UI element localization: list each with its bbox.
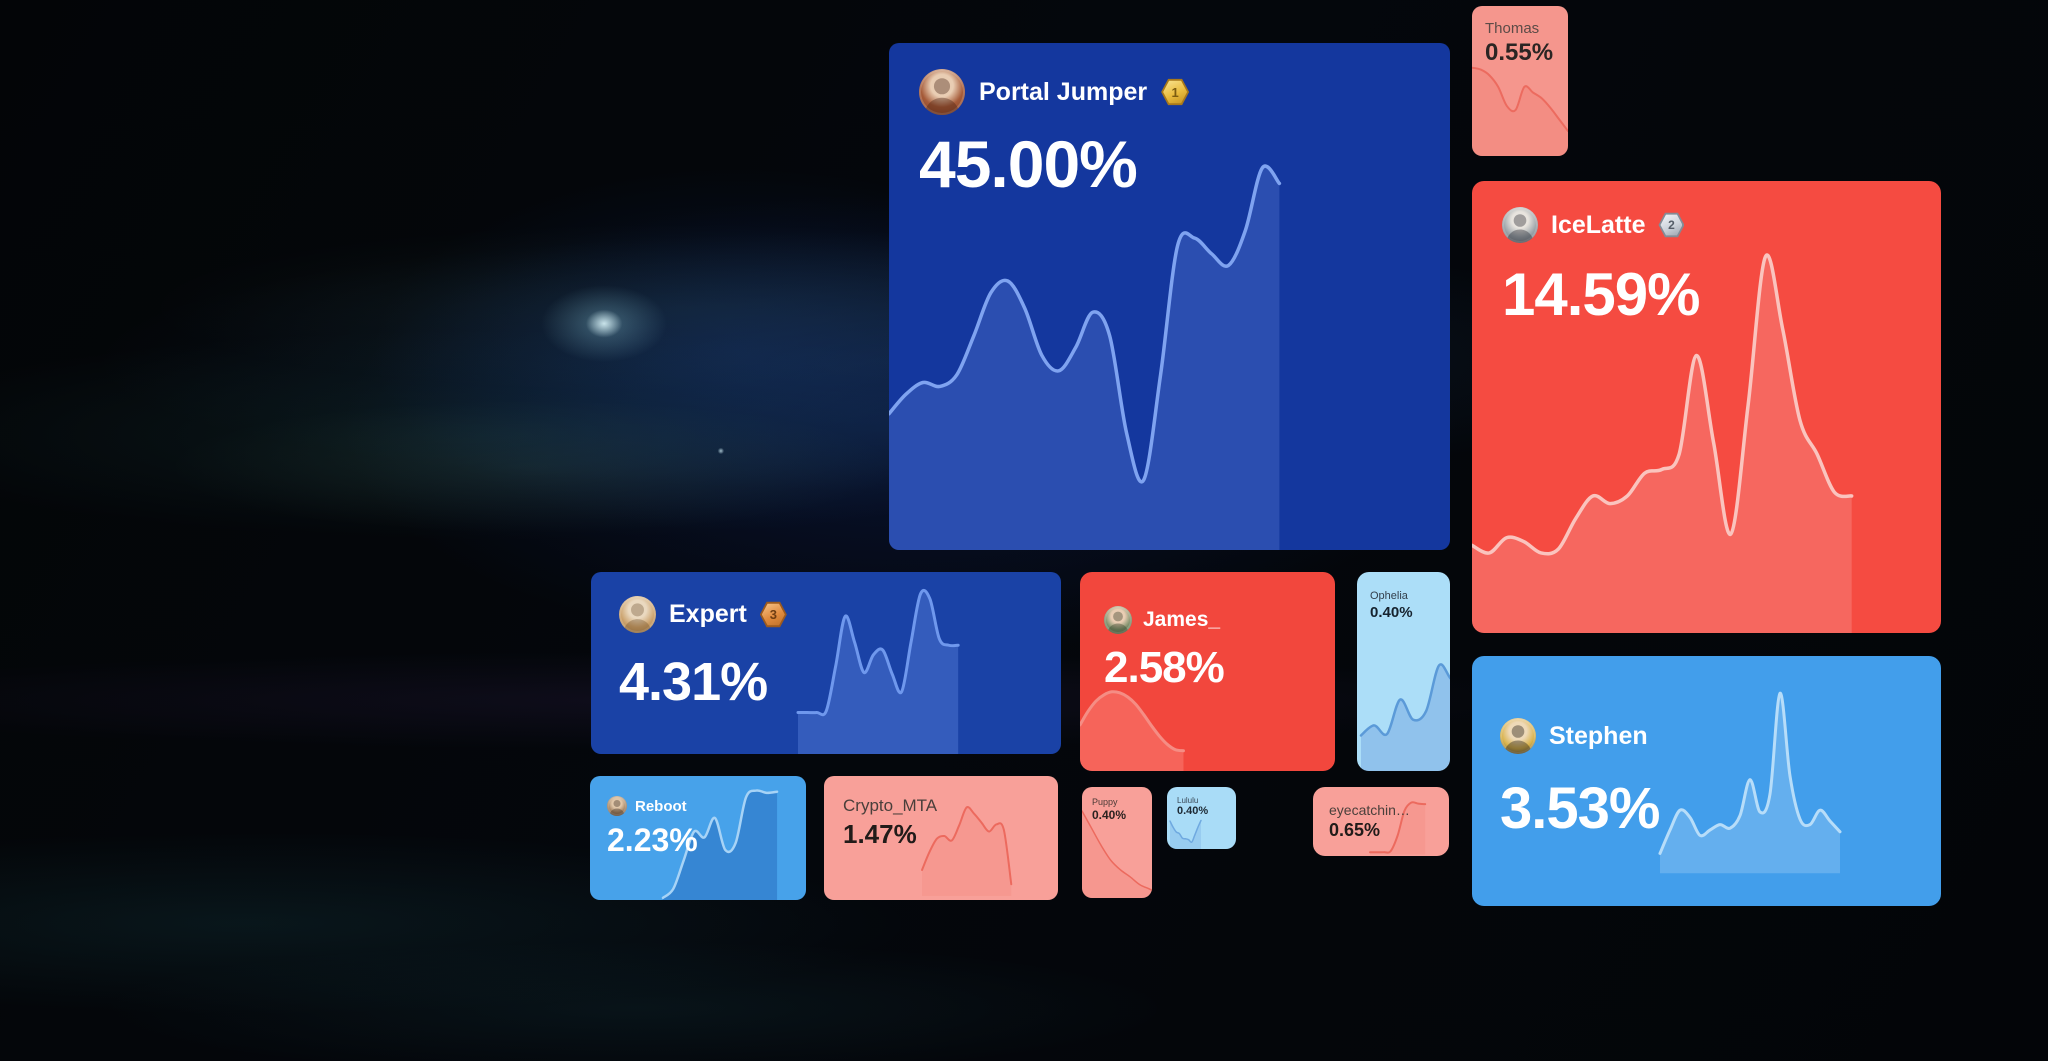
rank-2-badge: 2 — [1658, 212, 1685, 238]
card-header: Reboot — [590, 776, 806, 816]
sparkline-chart — [889, 160, 1279, 550]
trader-name: Expert — [669, 600, 747, 628]
trader-name: IceLatte — [1551, 210, 1646, 239]
avatar — [607, 796, 627, 816]
avatar — [1104, 606, 1132, 634]
avatar — [1500, 718, 1536, 754]
roi-value: 0.40% — [1370, 604, 1413, 621]
trader-card-icelatte[interactable]: IceLatte 2 14.59% — [1472, 181, 1941, 633]
trader-card-thomas[interactable]: Thomas 0.55% — [1472, 6, 1568, 156]
trader-card-reboot[interactable]: Reboot 2.23% — [590, 776, 806, 900]
roi-value: 0.55% — [1485, 39, 1554, 66]
avatar — [919, 69, 965, 115]
sparkline-chart — [922, 803, 1011, 897]
card-header: eyecatchin… — [1313, 787, 1449, 818]
trader-name: James_ — [1143, 608, 1221, 631]
trader-name: Stephen — [1549, 721, 1648, 750]
card-header: IceLatte 2 — [1472, 181, 1941, 243]
rank-3-badge: 3 — [759, 601, 787, 628]
card-header: Lululu — [1167, 787, 1236, 805]
sparkline-chart — [1080, 668, 1183, 771]
trader-card-expert[interactable]: Expert 3 4.31% — [591, 572, 1061, 754]
card-header: Puppy — [1082, 787, 1152, 807]
trader-card-puppy[interactable]: Puppy 0.40% — [1082, 787, 1152, 898]
trader-name: Crypto_MTA — [843, 796, 938, 815]
trader-card-crypto-mta[interactable]: Crypto_MTA 1.47% — [824, 776, 1058, 900]
trader-card-eyecatching[interactable]: eyecatchin… 0.65% — [1313, 787, 1449, 856]
card-header: Stephen — [1472, 656, 1941, 754]
roi-value: 0.40% — [1092, 808, 1127, 822]
trader-name: Thomas — [1485, 20, 1540, 37]
trader-name: Portal Jumper — [979, 77, 1148, 106]
card-header: James_ — [1080, 572, 1335, 634]
sparkline-chart — [1472, 60, 1568, 156]
rank-number: 3 — [761, 603, 785, 626]
roi-value: 4.31% — [619, 652, 768, 712]
roi-value: 0.65% — [1329, 820, 1381, 840]
roi-value: 3.53% — [1500, 776, 1660, 841]
card-header: Crypto_MTA — [824, 776, 1058, 816]
trader-name: Lululu — [1177, 796, 1199, 805]
trader-name: eyecatchin… — [1329, 802, 1410, 818]
roi-value: 0.40% — [1177, 805, 1209, 817]
avatar — [1502, 207, 1538, 243]
sparkline-chart — [1361, 628, 1450, 771]
trader-card-lululu[interactable]: Lululu 0.40% — [1167, 787, 1236, 849]
card-header: Portal Jumper 1 — [889, 43, 1450, 115]
sparkline-chart — [1170, 818, 1201, 849]
roi-value: 1.47% — [843, 819, 917, 849]
rank-1-badge: 1 — [1161, 78, 1190, 106]
card-header: Ophelia — [1357, 572, 1450, 602]
trader-card-stephen[interactable]: Stephen 3.53% — [1472, 656, 1941, 906]
trader-card-portal-jumper[interactable]: Portal Jumper 1 45.00% — [889, 43, 1450, 550]
card-header: Expert 3 — [591, 572, 1061, 633]
sparkline-chart — [1082, 811, 1152, 898]
roi-value: 2.58% — [1104, 643, 1225, 692]
sparkline-chart — [663, 786, 777, 900]
card-header: Thomas — [1472, 6, 1568, 37]
trader-card-ophelia[interactable]: Ophelia 0.40% — [1357, 572, 1450, 771]
rank-number: 2 — [1660, 214, 1683, 236]
roi-value: 45.00% — [919, 127, 1138, 201]
rank-number: 1 — [1163, 80, 1188, 104]
sparkline-chart — [1660, 686, 1840, 874]
roi-value: 2.23% — [607, 822, 698, 858]
roi-value: 14.59% — [1502, 261, 1701, 328]
sparkline-chart — [1370, 797, 1425, 855]
trader-card-james[interactable]: James_ 2.58% — [1080, 572, 1335, 771]
avatar — [619, 596, 656, 633]
sparkline-chart — [1472, 253, 1852, 633]
trader-name: Reboot — [635, 797, 687, 815]
sparkline-chart — [798, 594, 958, 754]
trader-name: Ophelia — [1370, 590, 1408, 602]
trader-name: Puppy — [1092, 797, 1118, 807]
